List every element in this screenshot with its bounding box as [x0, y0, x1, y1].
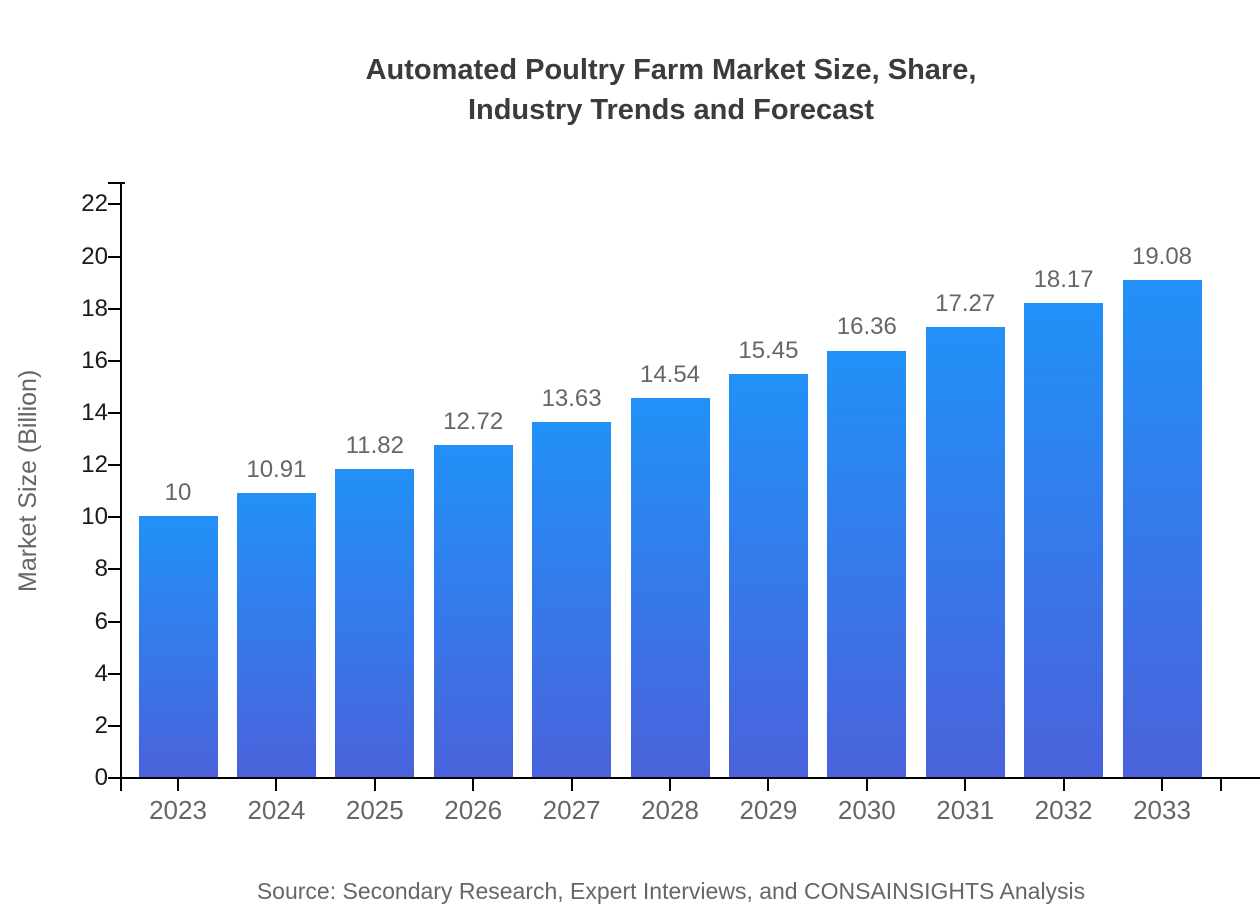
y-tick-22 — [108, 203, 120, 206]
y-tick-2 — [108, 724, 120, 727]
y-tick-18 — [108, 307, 120, 310]
x-tick-label-2024: 2024 — [247, 795, 306, 825]
y-tick-label-14: 14 — [81, 399, 108, 427]
y-tick-label-0: 0 — [94, 764, 108, 791]
bar-value-label-2033: 19.08 — [1131, 242, 1193, 270]
bar-2026 — [433, 445, 513, 777]
y-tick-8 — [108, 568, 120, 571]
y-axis-title: Market Size (Billion) — [14, 369, 42, 593]
x-axis-end-cap — [1220, 777, 1222, 791]
x-tick-2023 — [177, 779, 179, 791]
x-tick-2025 — [373, 779, 376, 791]
plot-area: 10 10.91 11.82 12.72 13.63 14.54 15.45 16.36 17.… — [81, 182, 1260, 825]
chart-title: Automated Poultry Farm Market Size, Shar… — [120, 50, 1222, 130]
x-tick-label-2033: 2033 — [1133, 795, 1191, 825]
bar-value-label-2028: 14.54 — [639, 360, 701, 388]
chart-title-line-2: Industry Trends and Forecast — [467, 94, 875, 126]
bar-2030 — [827, 350, 907, 777]
x-tick-2029 — [767, 779, 770, 791]
y-tick-label-16: 16 — [81, 346, 108, 374]
chart-title-line-1: Automated Poultry Farm Market Size, Shar… — [365, 54, 977, 86]
x-tick-2030 — [865, 779, 868, 791]
y-axis-line — [120, 182, 122, 791]
y-tick-10 — [108, 516, 120, 519]
bar-2032 — [1024, 303, 1104, 777]
y-tick-label-6: 6 — [94, 607, 108, 635]
bar-2027 — [532, 421, 612, 777]
x-tick-2033 — [1161, 779, 1163, 791]
bar-2025 — [335, 468, 415, 777]
x-tick-label-2023: 2023 — [149, 795, 207, 825]
bar-value-label-2027: 13.63 — [541, 384, 602, 412]
y-tick-14 — [108, 412, 120, 415]
y-tick-label-10: 10 — [81, 503, 108, 531]
x-tick-label-2032: 2032 — [1034, 795, 1093, 825]
x-tick-2026 — [472, 779, 475, 791]
bar-value-label-2024: 10.91 — [246, 455, 307, 483]
y-tick-label-20: 20 — [81, 242, 108, 270]
y-tick-0 — [108, 777, 120, 779]
bar-value-label-2031: 17.27 — [935, 289, 996, 317]
x-tick-label-2026: 2026 — [444, 795, 503, 825]
y-axis-end-cap — [108, 182, 125, 184]
bar-value-label-2030: 16.36 — [836, 313, 897, 341]
bar-2023 — [138, 516, 218, 777]
bar-value-label-2025: 11.82 — [345, 431, 404, 459]
x-tick-2031 — [964, 779, 967, 791]
x-tick-label-2031: 2031 — [936, 795, 995, 825]
y-tick-12 — [108, 464, 120, 467]
x-tick-2028 — [669, 779, 671, 791]
bar-2028 — [630, 397, 710, 777]
x-tick-2027 — [570, 779, 573, 791]
x-tick-label-2025: 2025 — [345, 795, 404, 825]
x-tick-2032 — [1062, 779, 1065, 791]
y-tick-label-18: 18 — [81, 294, 108, 322]
bar-2024 — [236, 492, 316, 777]
y-tick-20 — [108, 255, 120, 258]
y-tick-6 — [108, 620, 120, 623]
source-note: Source: Secondary Research, Expert Inter… — [256, 878, 1086, 904]
y-tick-label-22: 22 — [81, 190, 108, 218]
bar-2033 — [1122, 279, 1202, 777]
y-tick-label-4: 4 — [94, 659, 108, 687]
x-tick-2024 — [275, 779, 278, 791]
x-tick-label-2030: 2030 — [837, 795, 896, 825]
bar-value-label-2026: 12.72 — [443, 408, 504, 436]
y-tick-4 — [108, 672, 120, 675]
y-tick-label-2: 2 — [94, 711, 108, 739]
y-tick-label-12: 12 — [81, 451, 108, 479]
y-tick-16 — [108, 359, 120, 362]
x-axis-line — [108, 777, 1260, 779]
bar-2029 — [728, 374, 808, 777]
bar-value-label-2023: 10 — [164, 479, 192, 507]
x-tick-label-2029: 2029 — [739, 795, 798, 825]
x-tick-label-2027: 2027 — [542, 795, 601, 825]
bar-value-label-2032: 18.17 — [1033, 266, 1094, 294]
x-tick-label-2028: 2028 — [641, 795, 699, 825]
bar-value-label-2029: 15.45 — [738, 337, 799, 365]
y-tick-label-8: 8 — [94, 555, 108, 583]
bar-2031 — [925, 326, 1005, 777]
